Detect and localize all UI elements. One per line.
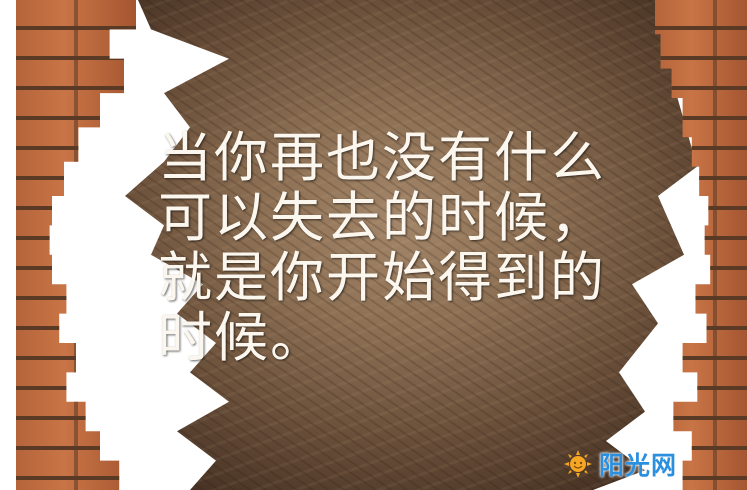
left-brick-wall (16, 0, 136, 490)
quote-line: 可以失去的时候， (158, 186, 606, 249)
sun-icon (564, 450, 592, 478)
quote-text: 当你再也没有什么 可以失去的时候， 就是你开始得到的 时候。 (158, 128, 658, 368)
watermark: 阳光网 (563, 446, 677, 482)
watermark-text: 阳光网 (599, 451, 678, 480)
parchment-panel (125, 0, 710, 490)
quote-line: 当你再也没有什么 (158, 126, 606, 189)
quote-line: 时候。 (158, 306, 326, 369)
quote-line: 就是你开始得到的 (158, 246, 606, 309)
